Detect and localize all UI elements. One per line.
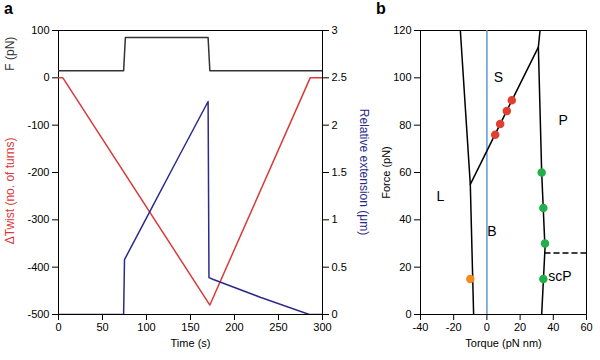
svg-text:80: 80 (399, 119, 411, 131)
svg-text:20: 20 (399, 261, 411, 273)
svg-text:P: P (559, 112, 568, 128)
svg-text:2.5: 2.5 (332, 71, 347, 83)
svg-text:0: 0 (43, 71, 49, 83)
svg-text:0: 0 (55, 321, 61, 333)
svg-text:40: 40 (547, 321, 559, 333)
svg-text:F (pN): F (pN) (3, 37, 17, 71)
svg-text:100: 100 (137, 321, 155, 333)
svg-text:50: 50 (96, 321, 108, 333)
svg-text:3: 3 (332, 24, 338, 36)
svg-text:100: 100 (31, 24, 49, 36)
svg-text:100: 100 (393, 71, 411, 83)
html-text:a: a (4, 0, 13, 17)
svg-text:Relative extension (μm): Relative extension (μm) (357, 109, 371, 235)
svg-text:120: 120 (393, 24, 411, 36)
svg-text:-300: -300 (27, 213, 49, 225)
svg-text:-20: -20 (446, 321, 462, 333)
svg-text:2: 2 (332, 119, 338, 131)
svg-text:-100: -100 (27, 119, 49, 131)
svg-text:Force (pN): Force (pN) (380, 146, 392, 199)
svg-text:L: L (437, 188, 445, 204)
svg-text:Time (s): Time (s) (171, 337, 211, 349)
svg-text:60: 60 (580, 321, 592, 333)
svg-text:0: 0 (484, 321, 490, 333)
html-text:b: b (376, 0, 386, 17)
svg-text:-40: -40 (413, 321, 429, 333)
svg-text:B: B (487, 223, 496, 239)
svg-text:1.5: 1.5 (332, 166, 347, 178)
svg-text:Torque (pN nm): Torque (pN nm) (465, 337, 541, 349)
svg-text:20: 20 (514, 321, 526, 333)
svg-text:0: 0 (332, 308, 338, 320)
svg-text:40: 40 (399, 213, 411, 225)
svg-text:200: 200 (225, 321, 243, 333)
svg-text:-200: -200 (27, 166, 49, 178)
svg-text:ΔTwist (no. of turns): ΔTwist (no. of turns) (3, 138, 17, 245)
svg-text:300: 300 (313, 321, 331, 333)
svg-text:250: 250 (269, 321, 287, 333)
svg-text:0.5: 0.5 (332, 261, 347, 273)
svg-text:S: S (494, 69, 503, 85)
svg-text:-500: -500 (27, 308, 49, 320)
svg-text:60: 60 (399, 166, 411, 178)
svg-text:1: 1 (332, 213, 338, 225)
svg-text:150: 150 (181, 321, 199, 333)
svg-text:0: 0 (405, 308, 411, 320)
svg-text:scP: scP (548, 268, 571, 284)
svg-text:-400: -400 (27, 261, 49, 273)
